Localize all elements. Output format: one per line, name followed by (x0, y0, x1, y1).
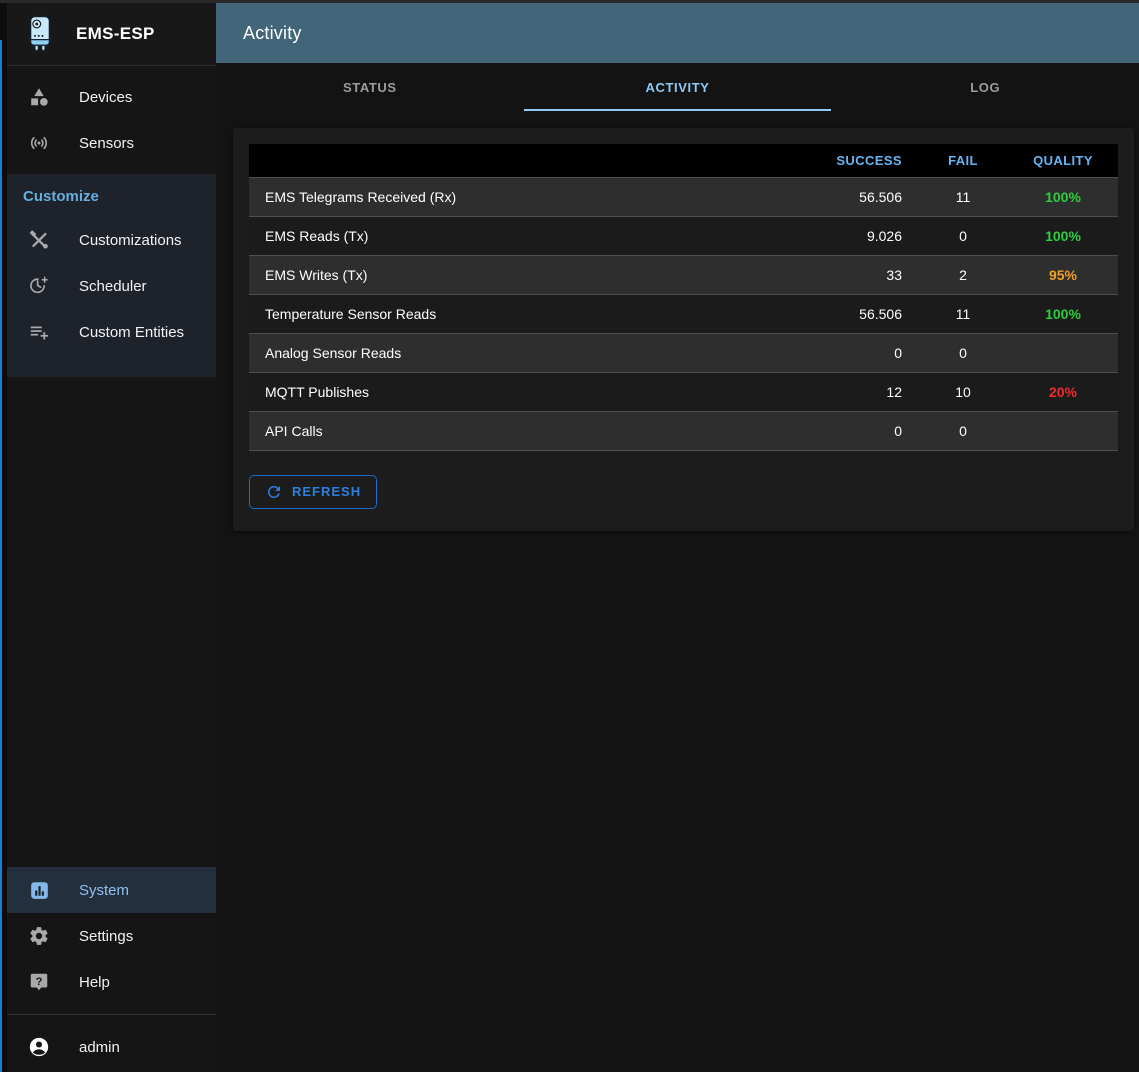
sidebar-item-customizations[interactable]: Customizations (7, 217, 216, 263)
table-row: EMS Telegrams Received (Rx) 56.506 11 10… (249, 177, 1118, 217)
appbar: Activity (216, 3, 1139, 63)
row-success: 9.026 (808, 216, 918, 256)
row-success: 56.506 (808, 294, 918, 334)
sidebar-item-help[interactable]: ? Help (7, 959, 216, 1005)
row-name: EMS Reads (Tx) (249, 216, 808, 256)
row-quality (1008, 411, 1118, 451)
category-icon (27, 85, 51, 109)
row-name: EMS Telegrams Received (Rx) (249, 177, 808, 217)
row-quality: 100% (1008, 294, 1118, 334)
row-success: 0 (808, 411, 918, 451)
column-header-name (249, 144, 808, 178)
column-header-success: SUCCESS (808, 144, 918, 178)
row-name: Temperature Sensor Reads (249, 294, 808, 334)
sidebar-item-label: System (79, 881, 130, 899)
tab-bar: STATUS ACTIVITY LOG (216, 63, 1139, 111)
refresh-button-label: REFRESH (292, 484, 362, 499)
row-quality (1008, 333, 1118, 373)
gear-icon (27, 924, 51, 948)
table-row: API Calls 0 0 (249, 411, 1118, 451)
sidebar-item-admin-user[interactable]: admin (7, 1024, 216, 1070)
construction-tools-icon (27, 228, 51, 252)
account-circle-icon (27, 1035, 51, 1059)
row-quality: 100% (1008, 216, 1118, 256)
row-quality: 20% (1008, 372, 1118, 412)
row-fail: 2 (918, 255, 1008, 295)
tab-activity[interactable]: ACTIVITY (523, 63, 832, 111)
sidebar-user-label: admin (79, 1038, 120, 1056)
sidebar-bottom-nav: System Settings ? Help (7, 867, 216, 1072)
sidebar-item-label: Sensors (79, 134, 135, 152)
sidebar-item-sensors[interactable]: Sensors (7, 120, 216, 166)
column-header-fail: FAIL (918, 144, 1008, 178)
sidebar-item-settings[interactable]: Settings (7, 913, 216, 959)
sidebar-item-custom-entities[interactable]: Custom Entities (7, 309, 216, 355)
sidebar-item-system[interactable]: System (7, 867, 216, 913)
tab-log[interactable]: LOG (831, 63, 1139, 111)
row-quality: 100% (1008, 177, 1118, 217)
row-fail: 10 (918, 372, 1008, 412)
refresh-icon (265, 483, 283, 501)
sidebar-divider (7, 1014, 216, 1015)
window-left-accent-line (0, 40, 2, 1072)
refresh-button[interactable]: REFRESH (249, 474, 378, 509)
sidebar-item-label: Help (79, 973, 110, 991)
sidebar-item-devices[interactable]: Devices (7, 74, 216, 120)
row-name: EMS Writes (Tx) (249, 255, 808, 295)
customize-section-title: Customize (23, 188, 99, 205)
sidebar-item-scheduler[interactable]: Scheduler (7, 263, 216, 309)
sensors-icon (27, 131, 51, 155)
row-name: API Calls (249, 411, 808, 451)
svg-text:?: ? (36, 976, 43, 988)
table-header-row: SUCCESS FAIL QUALITY (249, 144, 1118, 178)
column-header-quality: QUALITY (1008, 144, 1118, 178)
boiler-logo-icon (25, 15, 55, 53)
table-row: MQTT Publishes 12 10 20% (249, 372, 1118, 412)
row-success: 56.506 (808, 177, 918, 217)
sidebar-item-label: Devices (79, 88, 133, 106)
row-fail: 0 (918, 411, 1008, 451)
table-row: EMS Writes (Tx) 33 2 95% (249, 255, 1118, 295)
page-title: Activity (243, 22, 302, 43)
window-left-gutter (0, 0, 7, 1072)
sidebar-item-label: Customizations (79, 231, 182, 249)
brand-title: EMS-ESP (76, 24, 155, 43)
sidebar-spacer (7, 377, 216, 867)
sidebar-item-label: Scheduler (79, 277, 147, 295)
help-bubble-icon: ? (27, 970, 51, 994)
analytics-icon (27, 878, 51, 902)
sidebar: EMS-ESP Devices (7, 3, 216, 1072)
row-quality: 95% (1008, 255, 1118, 295)
table-row: EMS Reads (Tx) 9.026 0 100% (249, 216, 1118, 256)
playlist-add-icon (27, 320, 51, 344)
table-row: Analog Sensor Reads 0 0 (249, 333, 1118, 373)
tab-status[interactable]: STATUS (216, 63, 524, 111)
sidebar-header: EMS-ESP (7, 3, 216, 66)
row-fail: 0 (918, 216, 1008, 256)
window-top-strip (0, 0, 1139, 3)
table-row: Temperature Sensor Reads 56.506 11 100% (249, 294, 1118, 334)
main-area: Activity STATUS ACTIVITY LOG SUCCESS FAI… (216, 3, 1139, 1072)
row-name: MQTT Publishes (249, 372, 808, 412)
row-success: 12 (808, 372, 918, 412)
row-name: Analog Sensor Reads (249, 333, 808, 373)
sidebar-item-label: Settings (79, 927, 134, 945)
sidebar-customize-section: Customize Customizations Schedul (7, 174, 216, 377)
row-fail: 11 (918, 177, 1008, 217)
sidebar-main-nav: Devices Sensors (7, 66, 216, 166)
row-fail: 0 (918, 333, 1008, 373)
row-success: 0 (808, 333, 918, 373)
activity-card: SUCCESS FAIL QUALITY EMS Telegrams Recei… (233, 128, 1134, 531)
sidebar-item-label: Custom Entities (79, 323, 185, 341)
row-fail: 11 (918, 294, 1008, 334)
activity-table: SUCCESS FAIL QUALITY EMS Telegrams Recei… (249, 144, 1118, 451)
row-success: 33 (808, 255, 918, 295)
clock-plus-icon (27, 274, 51, 298)
